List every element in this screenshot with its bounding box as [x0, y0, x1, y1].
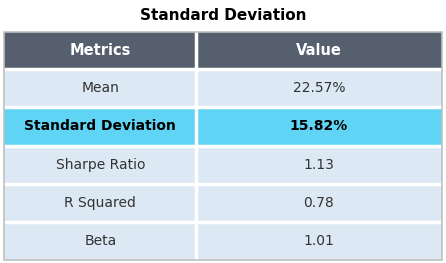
Text: Value: Value: [296, 43, 342, 58]
Text: 15.82%: 15.82%: [290, 119, 348, 133]
Bar: [196, 32, 442, 69]
Text: Beta: Beta: [84, 234, 116, 248]
Bar: [4, 145, 196, 184]
Bar: [196, 184, 442, 222]
Text: 1.13: 1.13: [303, 158, 334, 172]
Text: 1.01: 1.01: [303, 234, 334, 248]
Bar: [4, 32, 196, 69]
Bar: [4, 184, 196, 222]
Text: Standard Deviation: Standard Deviation: [25, 119, 176, 133]
Text: 0.78: 0.78: [304, 196, 334, 210]
Bar: [4, 222, 196, 260]
Bar: [196, 145, 442, 184]
Text: Sharpe Ratio: Sharpe Ratio: [56, 158, 145, 172]
Text: Standard Deviation: Standard Deviation: [140, 8, 306, 23]
Text: Metrics: Metrics: [70, 43, 131, 58]
Text: Mean: Mean: [82, 81, 119, 95]
Text: 22.57%: 22.57%: [293, 81, 345, 95]
Text: R Squared: R Squared: [64, 196, 136, 210]
Bar: [4, 107, 196, 145]
Bar: [196, 107, 442, 145]
Bar: [4, 69, 196, 107]
Bar: [196, 69, 442, 107]
Bar: [196, 222, 442, 260]
Bar: [4, 32, 442, 260]
